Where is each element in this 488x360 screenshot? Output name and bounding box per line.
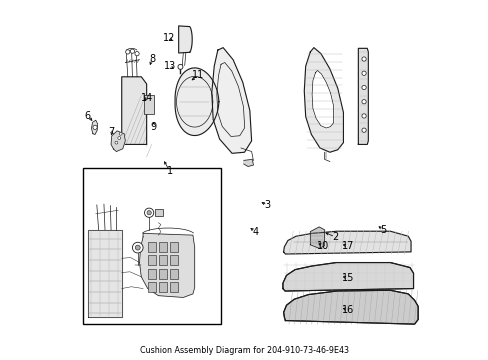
Polygon shape xyxy=(178,26,192,53)
Circle shape xyxy=(361,114,366,118)
Bar xyxy=(159,255,166,265)
Polygon shape xyxy=(111,131,125,152)
Text: 14: 14 xyxy=(140,93,152,103)
Bar xyxy=(159,242,166,252)
Polygon shape xyxy=(358,48,367,144)
Polygon shape xyxy=(175,68,219,135)
Circle shape xyxy=(361,71,366,75)
Bar xyxy=(169,255,177,265)
Bar xyxy=(148,242,156,252)
Bar xyxy=(155,209,163,216)
Text: 3: 3 xyxy=(264,200,270,210)
Bar xyxy=(148,255,156,265)
Polygon shape xyxy=(283,262,413,291)
Text: Cushion Assembly Diagram for 204-910-73-46-9E43: Cushion Assembly Diagram for 204-910-73-… xyxy=(140,346,348,355)
Circle shape xyxy=(119,132,122,135)
Bar xyxy=(144,95,154,114)
Text: 11: 11 xyxy=(192,70,204,80)
Bar xyxy=(148,269,156,279)
Text: 17: 17 xyxy=(341,241,353,251)
Polygon shape xyxy=(211,48,251,153)
Polygon shape xyxy=(304,48,343,152)
Circle shape xyxy=(93,125,97,130)
Polygon shape xyxy=(283,290,417,324)
Bar xyxy=(169,282,177,292)
Text: 15: 15 xyxy=(341,273,353,283)
Circle shape xyxy=(118,136,121,139)
Circle shape xyxy=(144,208,153,217)
Bar xyxy=(169,242,177,252)
Text: 6: 6 xyxy=(85,111,91,121)
Bar xyxy=(159,282,166,292)
Circle shape xyxy=(132,242,143,253)
Circle shape xyxy=(361,100,366,104)
Polygon shape xyxy=(311,71,333,128)
Bar xyxy=(148,282,156,292)
Text: 4: 4 xyxy=(252,226,258,237)
Text: 1: 1 xyxy=(166,166,172,176)
Circle shape xyxy=(135,245,140,250)
Circle shape xyxy=(130,49,134,53)
Circle shape xyxy=(361,128,366,132)
Circle shape xyxy=(115,141,118,144)
Text: 5: 5 xyxy=(379,225,386,235)
Polygon shape xyxy=(88,230,122,317)
Bar xyxy=(82,167,221,324)
Text: 9: 9 xyxy=(150,122,157,132)
Text: 2: 2 xyxy=(331,232,338,242)
Polygon shape xyxy=(244,159,253,166)
Text: 16: 16 xyxy=(341,305,353,315)
Circle shape xyxy=(125,50,130,54)
Text: 7: 7 xyxy=(108,127,114,137)
Text: 8: 8 xyxy=(149,54,155,64)
Bar xyxy=(169,269,177,279)
Polygon shape xyxy=(139,233,194,297)
Polygon shape xyxy=(91,120,97,134)
Text: 10: 10 xyxy=(316,241,328,251)
Polygon shape xyxy=(283,231,410,254)
Circle shape xyxy=(178,64,183,69)
Polygon shape xyxy=(310,227,324,248)
Circle shape xyxy=(361,57,366,61)
Circle shape xyxy=(361,85,366,90)
Bar xyxy=(159,269,166,279)
Circle shape xyxy=(135,51,139,56)
Text: 13: 13 xyxy=(163,61,176,71)
Text: 12: 12 xyxy=(163,33,175,43)
Circle shape xyxy=(147,211,151,215)
Polygon shape xyxy=(122,77,146,144)
